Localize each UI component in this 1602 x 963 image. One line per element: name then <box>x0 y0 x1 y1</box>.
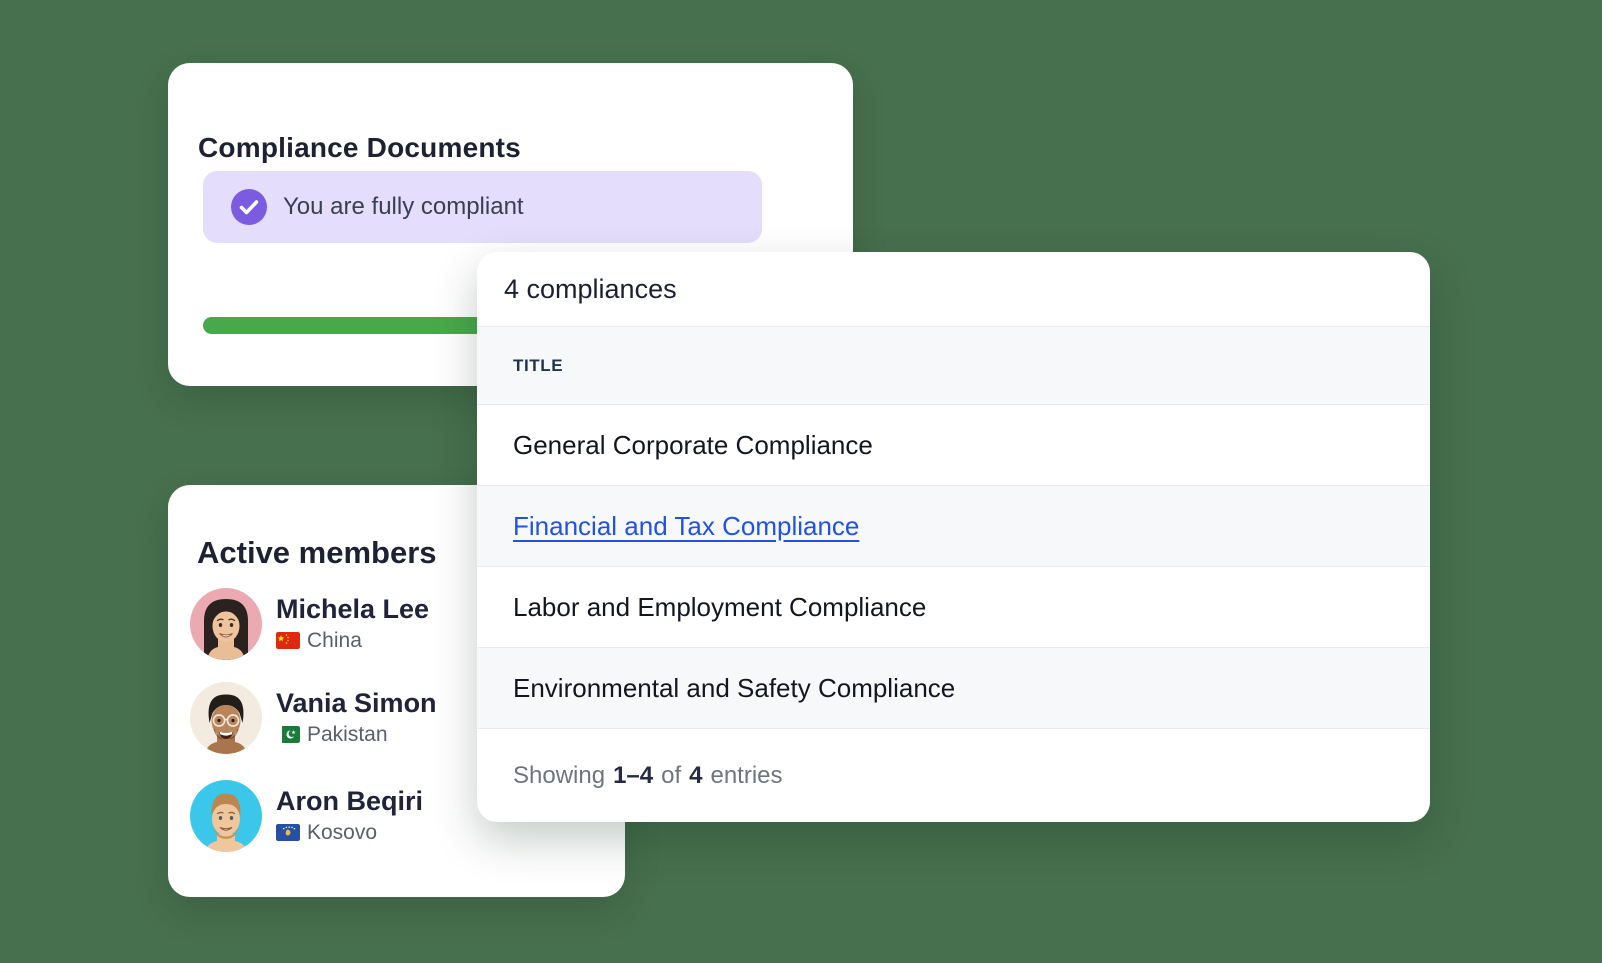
table-row-labor-employment[interactable]: Labor and Employment Compliance <box>477 567 1430 648</box>
pakistan-flag-icon <box>276 726 300 744</box>
fully-compliant-text: You are fully compliant <box>283 193 524 220</box>
china-flag-icon <box>276 632 300 650</box>
table-row-general-corporate[interactable]: General Corporate Compliance <box>477 405 1430 486</box>
member-country-row: Kosovo <box>276 821 423 845</box>
table-pagination-summary: Showing 1–4 of 4 entries <box>477 729 1430 822</box>
member-country: China <box>307 628 362 652</box>
member-name: Michela Lee <box>276 594 430 625</box>
avatar-aron-beqiri <box>190 780 262 852</box>
compliance-documents-title: Compliance Documents <box>198 132 521 164</box>
member-country-row: China <box>276 629 429 653</box>
active-members-title: Active members <box>197 534 437 570</box>
compliance-title: General Corporate Compliance <box>513 429 873 460</box>
entries-label: entries <box>710 761 783 789</box>
showing-label: Showing <box>513 761 606 789</box>
member-row-vania-simon: Vania Simon Pakistan <box>190 682 437 754</box>
fully-compliant-badge: You are fully compliant <box>203 171 762 243</box>
member-row-michela-lee: Michela Lee China <box>190 588 429 660</box>
member-country: Pakistan <box>307 722 388 746</box>
member-info: Michela Lee China <box>276 595 429 652</box>
entries-range: 1–4 <box>613 761 654 789</box>
avatar-vania-simon <box>190 682 262 754</box>
avatar-michela-lee <box>190 588 262 660</box>
member-info: Vania Simon Pakistan <box>276 689 437 746</box>
compliance-title: Labor and Employment Compliance <box>513 591 927 622</box>
compliance-title: Environmental and Safety Compliance <box>513 672 956 703</box>
member-country-row: Pakistan <box>276 723 437 747</box>
compliances-count-header: 4 compliances <box>477 252 1430 327</box>
table-row-environmental-safety[interactable]: Environmental and Safety Compliance <box>477 648 1430 729</box>
member-row-aron-beqiri: Aron Beqiri Kosovo <box>190 780 423 852</box>
compliances-table-card: 4 compliances TITLE General Corporate Co… <box>477 252 1430 822</box>
table-column-header-row: TITLE <box>477 327 1430 405</box>
of-label: of <box>661 761 682 789</box>
compliance-progress-bar <box>203 317 523 334</box>
table-row-financial-tax[interactable]: Financial and Tax Compliance <box>477 486 1430 567</box>
member-info: Aron Beqiri Kosovo <box>276 787 423 844</box>
financial-tax-compliance-link[interactable]: Financial and Tax Compliance <box>513 510 860 541</box>
member-name: Vania Simon <box>276 688 437 719</box>
title-column-header: TITLE <box>513 355 564 375</box>
member-country: Kosovo <box>307 820 378 844</box>
kosovo-flag-icon <box>276 824 300 842</box>
member-name: Aron Beqiri <box>276 786 424 817</box>
compliances-count-text: 4 compliances <box>504 273 677 304</box>
check-circle-icon <box>231 189 267 225</box>
entries-total: 4 <box>689 761 703 789</box>
